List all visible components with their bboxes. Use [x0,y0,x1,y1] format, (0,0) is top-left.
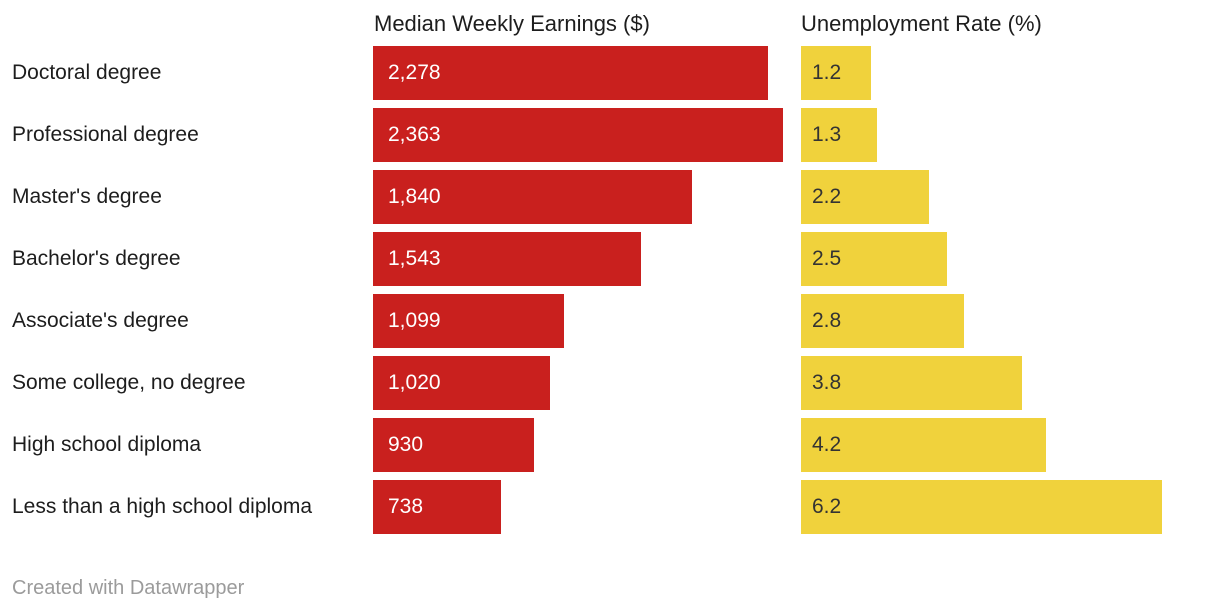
rate-value-label: 2.8 [812,309,842,332]
rate-bar: 2.8 [801,294,965,348]
chart-row: Doctoral degree 2,278 1.2 [0,46,1220,100]
earnings-value-label: 1,020 [388,371,441,394]
rate-value-label: 2.5 [812,247,842,270]
datawrapper-attribution-link[interactable]: Created with Datawrapper [12,577,245,599]
earnings-bar: 930 [373,418,535,472]
category-label: High school diploma [12,433,202,456]
rate-value-label: 2.2 [812,185,842,208]
earnings-value-label: 2,363 [388,123,441,146]
earnings-bar: 738 [373,480,502,534]
earnings-column-header: Median Weekly Earnings ($) [374,11,650,36]
rate-bar: 2.5 [801,232,947,286]
chart-row: High school diploma 930 4.2 [0,418,1220,472]
earnings-value-label: 1,840 [388,185,441,208]
earnings-bar: 1,020 [373,356,550,410]
rate-value-label: 4.2 [812,433,842,456]
category-label: Some college, no degree [12,371,246,394]
earnings-value-label: 1,099 [388,309,441,332]
category-label: Doctoral degree [12,61,162,84]
rate-bar: 2.2 [801,170,930,224]
chart-row: Bachelor's degree 1,543 2.5 [0,232,1220,286]
earnings-bar: 1,840 [373,170,693,224]
rate-value-label: 1.2 [812,61,842,84]
earnings-bar: 2,278 [373,46,769,100]
rate-bar: 6.2 [801,480,1162,534]
category-label: Less than a high school diploma [12,495,313,518]
rate-bar: 4.2 [801,418,1046,472]
chart-row: Master's degree 1,840 2.2 [0,170,1220,224]
rate-value-label: 6.2 [812,495,842,518]
rate-value-label: 3.8 [812,371,842,394]
earnings-bar: 1,543 [373,232,641,286]
category-label: Associate's degree [12,309,189,332]
rate-bar: 3.8 [801,356,1023,410]
chart-rows: Doctoral degree 2,278 1.2 Professional degr… [0,46,1220,542]
rate-column-header: Unemployment Rate (%) [801,11,1042,36]
earnings-value-label: 738 [388,495,424,518]
earnings-value-label: 930 [388,433,424,456]
rate-value-label: 1.3 [812,123,842,146]
earnings-value-label: 1,543 [388,247,441,270]
chart-row: Less than a high school diploma 738 6.2 [0,480,1220,534]
earnings-bar: 2,363 [373,108,783,162]
category-label: Master's degree [12,185,162,208]
chart-row: Some college, no degree 1,020 3.8 [0,356,1220,410]
chart-row: Professional degree 2,363 1.3 [0,108,1220,162]
chart-row: Associate's degree 1,099 2.8 [0,294,1220,348]
earnings-bar: 1,099 [373,294,564,348]
category-label: Professional degree [12,123,199,146]
category-label: Bachelor's degree [12,247,181,270]
rate-bar: 1.3 [801,108,877,162]
rate-bar: 1.2 [801,46,871,100]
earnings-value-label: 2,278 [388,61,441,84]
